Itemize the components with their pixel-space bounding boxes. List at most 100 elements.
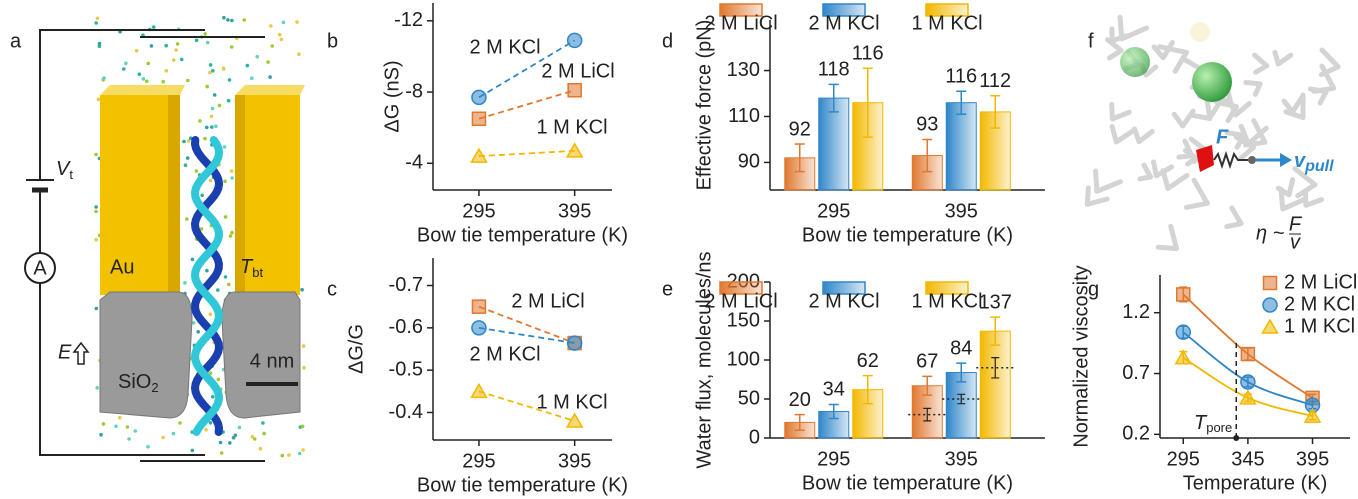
ion-dot bbox=[95, 386, 99, 390]
series-label: 1 M KCl bbox=[536, 391, 607, 413]
x-tick-label: 345 bbox=[1231, 448, 1264, 470]
series-line bbox=[478, 89, 575, 120]
legend-marker bbox=[1261, 318, 1279, 334]
ion-dot bbox=[198, 119, 202, 123]
gold-side bbox=[235, 95, 245, 295]
water-stick bbox=[1283, 92, 1306, 121]
ion-dot bbox=[183, 281, 187, 285]
series-line bbox=[478, 326, 575, 344]
ion-dot bbox=[222, 145, 227, 149]
ion-dot bbox=[205, 84, 209, 89]
legend-swatch bbox=[719, 281, 763, 295]
ion-dot bbox=[190, 257, 195, 262]
ion-dot bbox=[208, 421, 213, 425]
relation-numerator: F bbox=[1289, 213, 1303, 235]
ion-dot bbox=[208, 63, 213, 67]
y-axis-label: ΔG (nS) bbox=[381, 60, 403, 132]
ion-dot bbox=[227, 282, 231, 287]
error-bar bbox=[794, 413, 805, 431]
ion-dot bbox=[300, 424, 305, 429]
value-label: 118 bbox=[818, 59, 850, 81]
marker bbox=[1175, 324, 1192, 340]
ion-dot bbox=[187, 139, 191, 143]
ion-dot bbox=[175, 42, 180, 46]
value-label: 84 bbox=[950, 337, 972, 359]
error-bar bbox=[956, 362, 967, 383]
ion-dot bbox=[211, 69, 215, 73]
bar bbox=[979, 330, 1011, 439]
spring bbox=[1213, 150, 1250, 170]
reference-error bbox=[957, 393, 966, 405]
value-label: 116 bbox=[945, 65, 977, 87]
ion-dot bbox=[287, 453, 291, 457]
symbol: SiO bbox=[118, 371, 151, 393]
annotation-label: Tpore bbox=[1194, 412, 1232, 435]
x-axis-label: Bow tie temperature (K) bbox=[802, 224, 1013, 246]
ion-dot bbox=[114, 424, 118, 429]
gold-block bbox=[235, 95, 300, 295]
y-tick-label: 110 bbox=[728, 105, 760, 127]
ion bbox=[1120, 47, 1150, 77]
ion-dot bbox=[230, 18, 234, 23]
ion-dot bbox=[94, 205, 98, 209]
ion-dot bbox=[144, 79, 149, 84]
marker bbox=[471, 299, 487, 314]
marker bbox=[567, 83, 582, 98]
error-bar bbox=[862, 67, 873, 138]
ion-dot bbox=[102, 76, 106, 80]
ion-dot bbox=[182, 139, 186, 144]
ion-dot bbox=[97, 44, 102, 48]
ion-dot bbox=[297, 52, 301, 56]
legend-label: 2 M KCl bbox=[808, 290, 879, 312]
marker bbox=[470, 147, 488, 163]
ion-dot bbox=[245, 63, 250, 68]
ion-dot bbox=[221, 66, 226, 71]
legend-label: 2 M KCl bbox=[1284, 293, 1355, 315]
x-tick-label: 395 bbox=[945, 200, 978, 222]
ion-dot bbox=[171, 431, 176, 436]
ion-dot bbox=[164, 43, 168, 48]
water-stick bbox=[1160, 168, 1190, 191]
x-tick-label: 295 bbox=[817, 200, 850, 222]
y-axis-label: Water flux, molecules/ns bbox=[693, 251, 715, 468]
ion-dot bbox=[151, 25, 156, 29]
panel-a: A Vt E Au Tbt SiO2 4 nm a bbox=[10, 15, 306, 462]
ion-dot bbox=[178, 421, 182, 425]
water-stick bbox=[1171, 108, 1196, 129]
series-label: 2 M LiCl bbox=[511, 290, 584, 312]
value-label: 20 bbox=[789, 389, 811, 411]
water-stick bbox=[1137, 162, 1154, 182]
ion-dot bbox=[262, 431, 266, 436]
y-tick-label: 90 bbox=[738, 151, 760, 173]
ion-dot bbox=[183, 163, 188, 167]
ion-dot bbox=[218, 440, 223, 445]
gold-side bbox=[168, 95, 180, 295]
relation: η ~ bbox=[1256, 222, 1285, 244]
subscript: pore bbox=[1206, 420, 1232, 435]
wire bbox=[39, 29, 205, 180]
ion-dot bbox=[208, 371, 213, 375]
legend-swatch bbox=[822, 281, 866, 295]
water-stick bbox=[1132, 126, 1155, 145]
x-tick-label: 295 bbox=[462, 200, 495, 222]
x-tick-label: 395 bbox=[945, 448, 978, 470]
ion-dot bbox=[174, 48, 178, 52]
series-line bbox=[478, 149, 575, 158]
ion-dot bbox=[280, 453, 285, 458]
ion-dot bbox=[209, 114, 214, 119]
water-stick bbox=[1303, 189, 1324, 208]
ion-dot bbox=[237, 425, 242, 430]
y-tick-label: 0 bbox=[749, 426, 760, 448]
value-label: 34 bbox=[823, 379, 845, 401]
oxide-left bbox=[99, 291, 193, 419]
ion-dot bbox=[258, 446, 263, 451]
wire bbox=[39, 190, 205, 456]
ion-dot bbox=[222, 15, 226, 20]
legend-label: 2 M LiCl bbox=[704, 12, 777, 34]
ion-dot bbox=[269, 24, 273, 28]
error-bar bbox=[862, 374, 873, 405]
error-bar bbox=[922, 375, 933, 396]
ion-dot bbox=[226, 98, 231, 103]
y-tick-label: 0.2 bbox=[1122, 423, 1150, 445]
